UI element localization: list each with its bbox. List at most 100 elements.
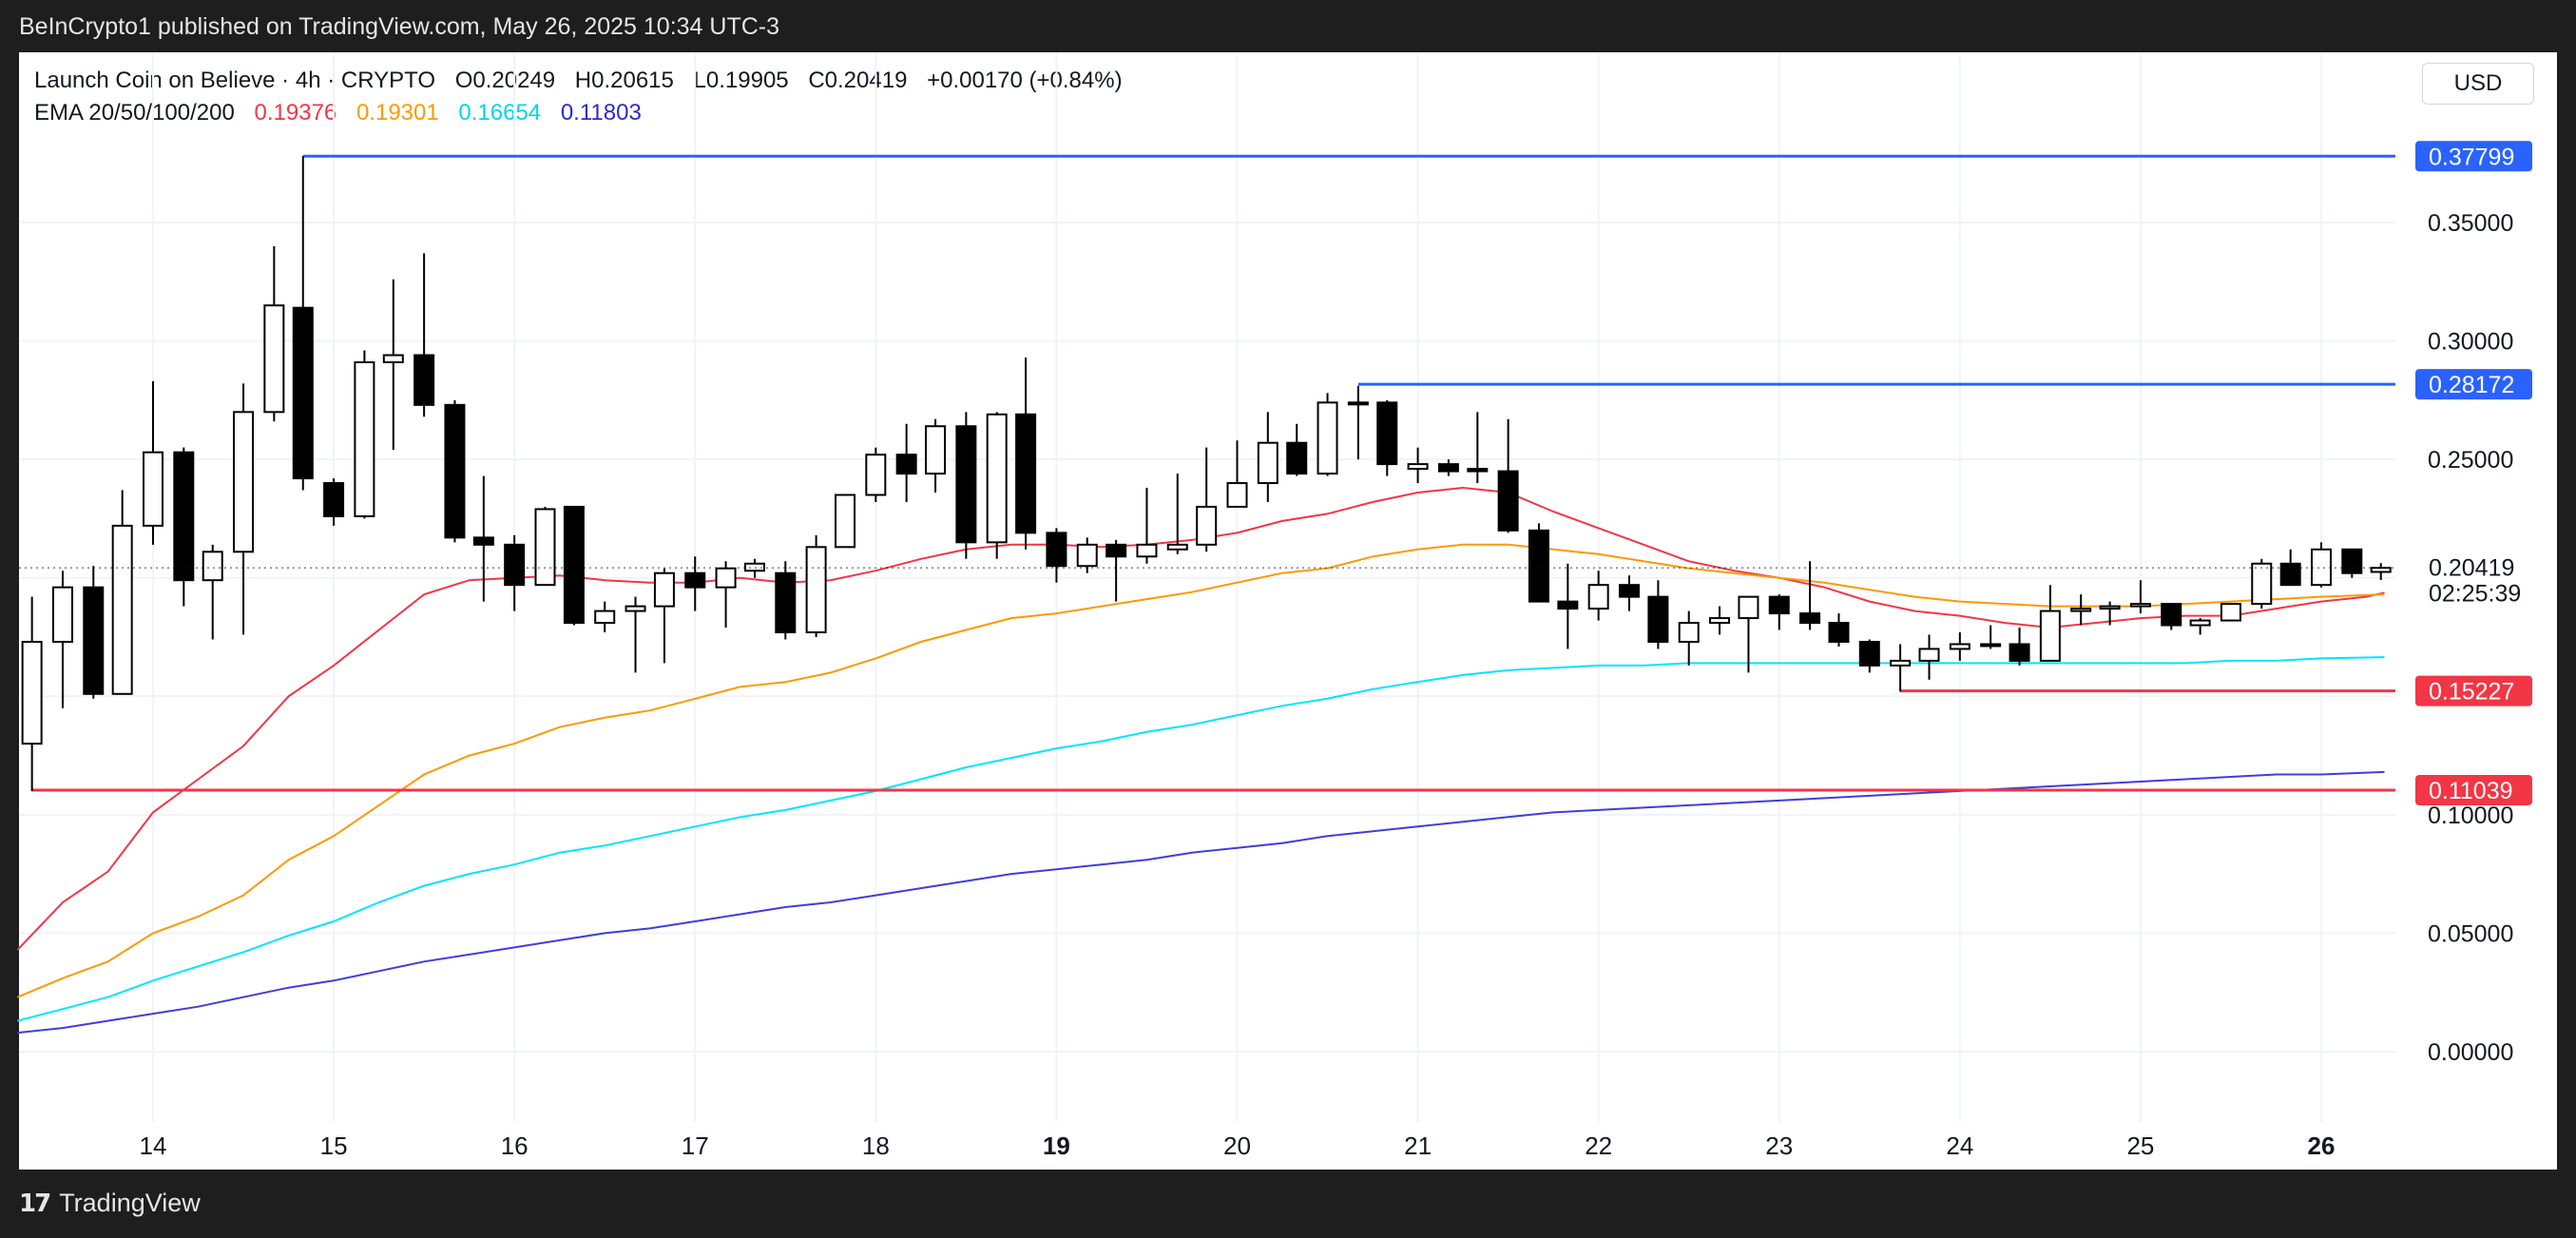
candle bbox=[1046, 528, 1067, 583]
candle bbox=[594, 601, 616, 633]
candle bbox=[1618, 575, 1640, 611]
countdown-label: 02:25:39 bbox=[2429, 580, 2521, 607]
candle-body-up bbox=[594, 609, 616, 625]
candle-body-up bbox=[986, 413, 1008, 544]
ema100-value: 0.16654 bbox=[458, 100, 542, 126]
ema20-value: 0.19376 bbox=[254, 100, 337, 126]
level-badge: 0.15227 bbox=[2415, 675, 2532, 706]
candle bbox=[1376, 399, 1398, 476]
candle bbox=[83, 566, 105, 699]
candle-body-down bbox=[1618, 584, 1640, 598]
ema50-value: 0.19301 bbox=[356, 100, 439, 126]
currency-button[interactable]: USD bbox=[2422, 63, 2534, 105]
candle-body-up bbox=[1709, 617, 1731, 625]
candle-body-up bbox=[2099, 605, 2121, 610]
candle-body-down bbox=[83, 586, 105, 695]
candle-body-down bbox=[775, 571, 797, 634]
candle bbox=[1709, 606, 1731, 635]
candle bbox=[986, 412, 1008, 559]
candle bbox=[1015, 358, 1037, 550]
candle bbox=[865, 447, 887, 502]
candle-body-down bbox=[1647, 595, 1669, 643]
tradingview-logo[interactable]: 17 TradingView bbox=[19, 1189, 201, 1218]
candle bbox=[715, 561, 737, 629]
chart-legend: Launch Coin on Believe · 4h · CRYPTO O0.… bbox=[34, 65, 1123, 129]
y-axis-label: 0.05000 bbox=[2428, 920, 2513, 947]
ema-lines bbox=[16, 486, 2385, 1035]
y-axis-label: 0.00000 bbox=[2428, 1039, 2513, 1066]
candle-body-up bbox=[263, 304, 285, 414]
candle bbox=[202, 544, 223, 640]
candle bbox=[563, 505, 585, 626]
chart-panel[interactable] bbox=[19, 52, 2557, 1170]
close-value: C0.20419 bbox=[808, 68, 908, 93]
y-axis-label: 0.35000 bbox=[2428, 210, 2513, 237]
level-badge: 0.37799 bbox=[2415, 141, 2532, 172]
candle-body-up bbox=[354, 360, 375, 517]
candle bbox=[1528, 523, 1549, 603]
candle-body-up bbox=[2070, 608, 2092, 612]
x-axis-label: 22 bbox=[1585, 1132, 1612, 1160]
level-lines bbox=[31, 154, 2395, 792]
candle bbox=[2311, 542, 2332, 588]
candle-body-up bbox=[1347, 401, 1369, 406]
candle bbox=[1437, 459, 1459, 476]
candle bbox=[653, 568, 675, 664]
candle-body-up bbox=[1257, 441, 1278, 485]
candle-body-up bbox=[233, 411, 255, 553]
level-badge-bg bbox=[2415, 369, 2532, 400]
candle-body-up bbox=[625, 605, 646, 612]
candle-body-down bbox=[1528, 529, 1549, 603]
candle bbox=[1587, 571, 1609, 621]
candle-body-down bbox=[1467, 468, 1489, 473]
candle bbox=[895, 423, 917, 502]
candle bbox=[2161, 603, 2182, 630]
candle bbox=[1226, 440, 1248, 508]
candle bbox=[173, 447, 195, 607]
candles bbox=[19, 156, 2395, 791]
y-axis-label: 0.10000 bbox=[2428, 803, 2513, 829]
low-value: L0.19905 bbox=[693, 68, 789, 93]
candle bbox=[2099, 601, 2121, 626]
x-axis-label: 16 bbox=[501, 1132, 529, 1160]
level-badge-label: 0.28172 bbox=[2429, 372, 2514, 398]
candle bbox=[2009, 628, 2030, 666]
candle-body-up bbox=[1738, 595, 1759, 620]
candle bbox=[625, 596, 646, 673]
candle bbox=[382, 279, 404, 451]
candle-body-up bbox=[143, 451, 163, 527]
candle bbox=[1980, 625, 2002, 649]
candle-body-down bbox=[955, 425, 977, 544]
candle-body-down bbox=[1858, 640, 1880, 667]
x-axis-label: 20 bbox=[1223, 1132, 1251, 1160]
candle bbox=[1497, 418, 1519, 533]
candle-body-down bbox=[1799, 612, 1821, 625]
candle-body-up bbox=[743, 562, 765, 572]
ema-line-ema200 bbox=[17, 770, 2385, 1035]
x-axis-label: 15 bbox=[320, 1132, 348, 1160]
candle bbox=[292, 156, 314, 491]
candle-body-down bbox=[504, 543, 526, 587]
candle bbox=[1286, 423, 1308, 476]
candle-body-down bbox=[323, 482, 345, 517]
candle-body-up bbox=[1949, 643, 1970, 650]
candle bbox=[354, 350, 375, 519]
symbol-name[interactable]: Launch Coin on Believe · 4h · CRYPTO bbox=[34, 68, 436, 93]
candle-body-down bbox=[563, 505, 585, 625]
candle bbox=[1467, 412, 1489, 484]
ema-row: EMA 20/50/100/200 0.19376 0.19301 0.1665… bbox=[34, 97, 1123, 129]
candle-body-up bbox=[2039, 609, 2061, 662]
candle bbox=[2129, 580, 2151, 614]
level-badge-label: 0.11039 bbox=[2429, 778, 2513, 804]
candle bbox=[2220, 603, 2241, 622]
candle bbox=[472, 475, 494, 602]
current-price-label: 0.20419 bbox=[2429, 554, 2514, 581]
candle bbox=[955, 412, 977, 559]
candle bbox=[1828, 613, 1850, 647]
ema-line-ema100 bbox=[17, 656, 2385, 1022]
candle bbox=[1317, 393, 1338, 476]
candle-body-up bbox=[382, 354, 404, 363]
ema-label[interactable]: EMA 20/50/100/200 bbox=[34, 100, 235, 126]
candle bbox=[1105, 539, 1127, 602]
